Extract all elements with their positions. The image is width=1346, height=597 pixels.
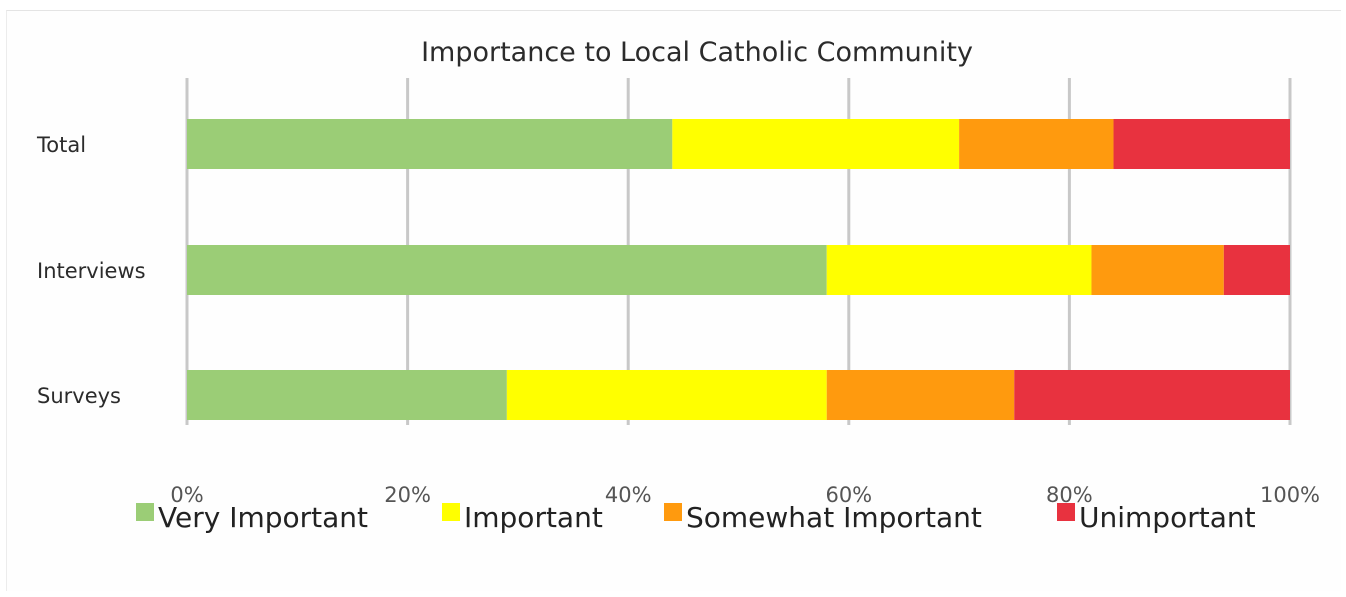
legend-swatch: [1057, 503, 1075, 521]
x-tick-label: 0%: [170, 483, 203, 507]
legend-label: Very Important: [158, 501, 368, 534]
bar-segment: [187, 119, 673, 169]
legend-item: Very Important: [136, 501, 368, 534]
legend: Very Important Important Somewhat Importan…: [136, 501, 1256, 534]
bar-segment: [506, 370, 827, 420]
chart-title: Importance to Local Catholic Community: [421, 37, 973, 68]
bar-segment: [187, 370, 507, 420]
bar-segment: [826, 370, 1015, 420]
bar-segment: [1113, 119, 1290, 169]
legend-item: Important: [442, 501, 603, 534]
category-label: Surveys: [37, 384, 121, 408]
bar-segment: [1014, 370, 1290, 420]
category-label: Interviews: [37, 259, 146, 283]
bar-segment: [959, 119, 1114, 169]
x-tick-label: 20%: [384, 483, 431, 507]
x-tick-label: 60%: [825, 483, 872, 507]
legend-item: Unimportant: [1057, 501, 1256, 534]
legend-swatch: [664, 503, 682, 521]
x-tick-label: 40%: [605, 483, 652, 507]
chart-frame: [6, 10, 1341, 591]
x-tick-label: 100%: [1260, 483, 1320, 507]
x-tick-labels: 0% 20% 40% 60% 80% 100%: [170, 483, 1320, 507]
category-labels: Total Interviews Surveys: [36, 133, 146, 408]
bar-segment: [1223, 245, 1290, 295]
bar-segment: [187, 245, 827, 295]
legend-label: Somewhat Important: [686, 501, 982, 534]
legend-swatch: [136, 503, 154, 521]
legend-label: Unimportant: [1079, 501, 1256, 534]
bar-segment: [672, 119, 960, 169]
legend-item: Somewhat Important: [664, 501, 982, 534]
legend-label: Important: [464, 501, 603, 534]
bar-segment: [826, 245, 1092, 295]
bars: [187, 119, 1290, 420]
bar-segment: [1091, 245, 1224, 295]
legend-swatch: [442, 503, 460, 521]
category-label: Total: [36, 133, 86, 157]
